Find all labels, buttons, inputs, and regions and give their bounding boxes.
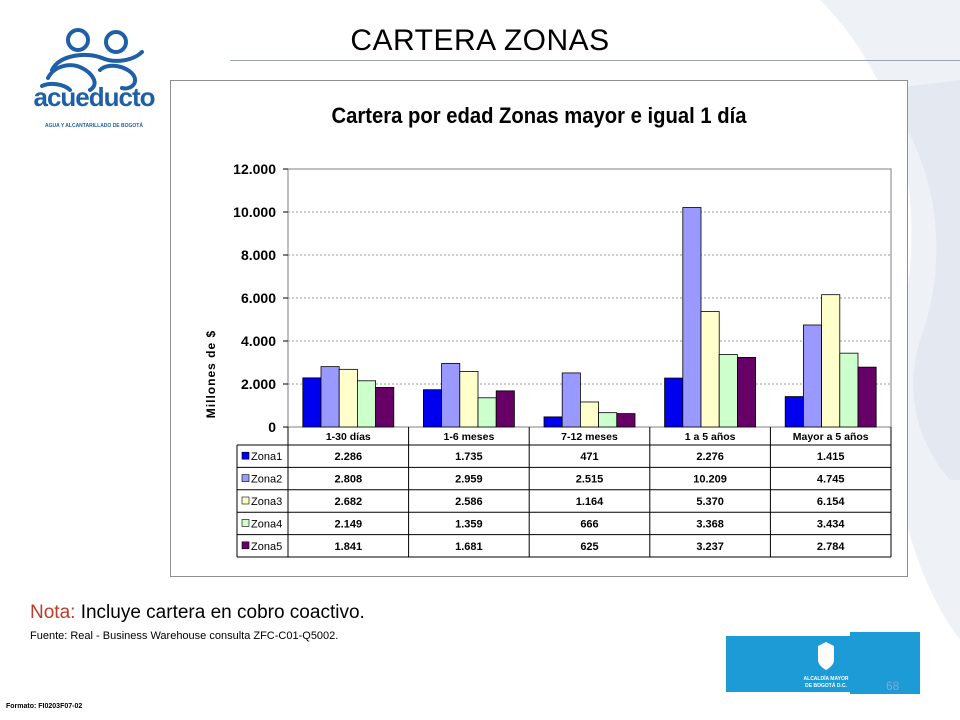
legend-swatch-zona1	[241, 451, 250, 460]
bar-zona3	[821, 294, 841, 428]
data-label: 3.434	[817, 518, 845, 530]
logo-subtext: AGUA Y ALCANTARILLADO DE BOGOTÁ	[45, 123, 143, 129]
bar-zona4	[356, 380, 376, 428]
logo-wordmark: acueducto	[33, 82, 155, 112]
x-tick-label: 1 a 5 años	[685, 431, 736, 443]
data-label: 6.154	[817, 496, 845, 508]
data-label: 1.359	[455, 518, 483, 530]
data-label: 2.286	[335, 451, 363, 463]
note-text: Incluye cartera en cobro coactivo.	[75, 602, 365, 623]
bar-zona4	[477, 397, 497, 428]
alcaldia-badge-icon: ALCALDÍA MAYOR DE BOGOTÁ D.C.	[726, 632, 920, 694]
data-label: 2.515	[576, 474, 604, 486]
y-tick-label: 4.000	[241, 333, 276, 349]
bar-zona5	[857, 366, 877, 428]
legend-swatch-zona4	[241, 519, 250, 527]
bar-zona2	[561, 372, 581, 428]
x-tick-label: 7-12 meses	[561, 431, 618, 443]
data-label: 1.841	[335, 541, 363, 553]
bar-zona2	[320, 366, 340, 428]
bar-zona5	[495, 390, 515, 428]
x-tick-label: 1-30 días	[326, 431, 371, 443]
alcaldia-label-2: DE BOGOTÁ D.C.	[805, 682, 847, 689]
data-label: 2.959	[455, 474, 483, 486]
bar-zona1	[302, 377, 322, 428]
data-label: 2.808	[335, 474, 363, 486]
data-label: 4.745	[817, 474, 845, 486]
bar-zona4	[839, 352, 859, 428]
bar-zona3	[459, 371, 479, 428]
y-tick-label: 8.000	[241, 247, 276, 263]
y-tick-label: 10.000	[233, 204, 276, 220]
page-title: CARTERA ZONAS	[350, 24, 610, 57]
legend-swatch-zona2	[241, 474, 250, 482]
bar-zona3	[579, 401, 599, 428]
legend-label: Zona3	[251, 496, 282, 508]
data-label: 471	[580, 451, 598, 463]
data-label: 2.276	[696, 451, 724, 463]
data-label: 2.682	[335, 496, 363, 508]
bar-zona5	[616, 413, 636, 428]
bar-zona3	[700, 311, 720, 428]
data-label: 1.681	[455, 541, 483, 553]
data-label: 10.209	[693, 474, 727, 486]
bar-zona2	[682, 207, 702, 428]
data-label: 5.370	[696, 496, 724, 508]
bar-zona1	[664, 377, 684, 428]
legend-label: Zona5	[251, 541, 282, 553]
y-tick-label: 6.000	[241, 290, 276, 306]
bar-zona4	[718, 354, 738, 428]
alcaldia-label-1: ALCALDÍA MAYOR	[804, 674, 849, 682]
y-tick-label: 0	[268, 419, 276, 435]
bar-zona1	[422, 389, 442, 428]
legend-label: Zona2	[251, 474, 282, 486]
data-label: 2.586	[455, 496, 483, 508]
y-tick-label: 12.000	[233, 161, 276, 177]
data-label: 1.164	[576, 496, 604, 508]
legend-swatch-zona3	[241, 496, 250, 505]
title-rule	[230, 60, 960, 61]
note-keyword: Nota:	[30, 602, 76, 623]
data-label: 1.735	[455, 451, 483, 463]
legend-swatch-zona5	[241, 541, 250, 550]
bar-zona1	[543, 416, 563, 428]
bar-zona2	[441, 362, 461, 428]
bar-zona3	[338, 368, 358, 428]
data-label: 3.368	[696, 518, 724, 530]
bar-chart: 0 2.000 4.000 6.000 8.000 10.000 12.000 1-30 dí…	[233, 161, 892, 558]
data-label: 3.237	[696, 541, 724, 553]
data-label: 1.415	[817, 451, 845, 463]
page-number: 68	[886, 679, 900, 693]
source-text: Fuente: Real - Business Warehouse consul…	[30, 630, 339, 642]
legend-label: Zona1	[251, 451, 282, 463]
legend-label: Zona4	[251, 518, 282, 530]
y-tick-label: 2.000	[241, 376, 276, 392]
bar-zona5	[375, 387, 395, 428]
bar-zona4	[598, 412, 618, 428]
data-label: 2.149	[335, 518, 363, 530]
chart-title: Cartera por edad Zonas mayor e igual 1 d…	[331, 103, 747, 128]
data-label: 2.784	[817, 541, 845, 553]
x-tick-label: Mayor a 5 años	[793, 431, 869, 443]
data-label: 666	[580, 518, 598, 530]
data-label: 625	[580, 541, 598, 553]
chart-container: Cartera por edad Zonas mayor e igual 1 d…	[170, 80, 908, 577]
note: Nota: Incluye cartera en cobro coactivo.	[30, 602, 365, 624]
x-tick-label: 1-6 meses	[444, 431, 495, 443]
bar-zona2	[803, 324, 823, 428]
bar-zona5	[737, 357, 757, 428]
format-code: Formato: FI0203F07-02	[6, 703, 83, 710]
acueducto-logo-icon	[40, 28, 144, 92]
bar-zona1	[784, 396, 804, 428]
